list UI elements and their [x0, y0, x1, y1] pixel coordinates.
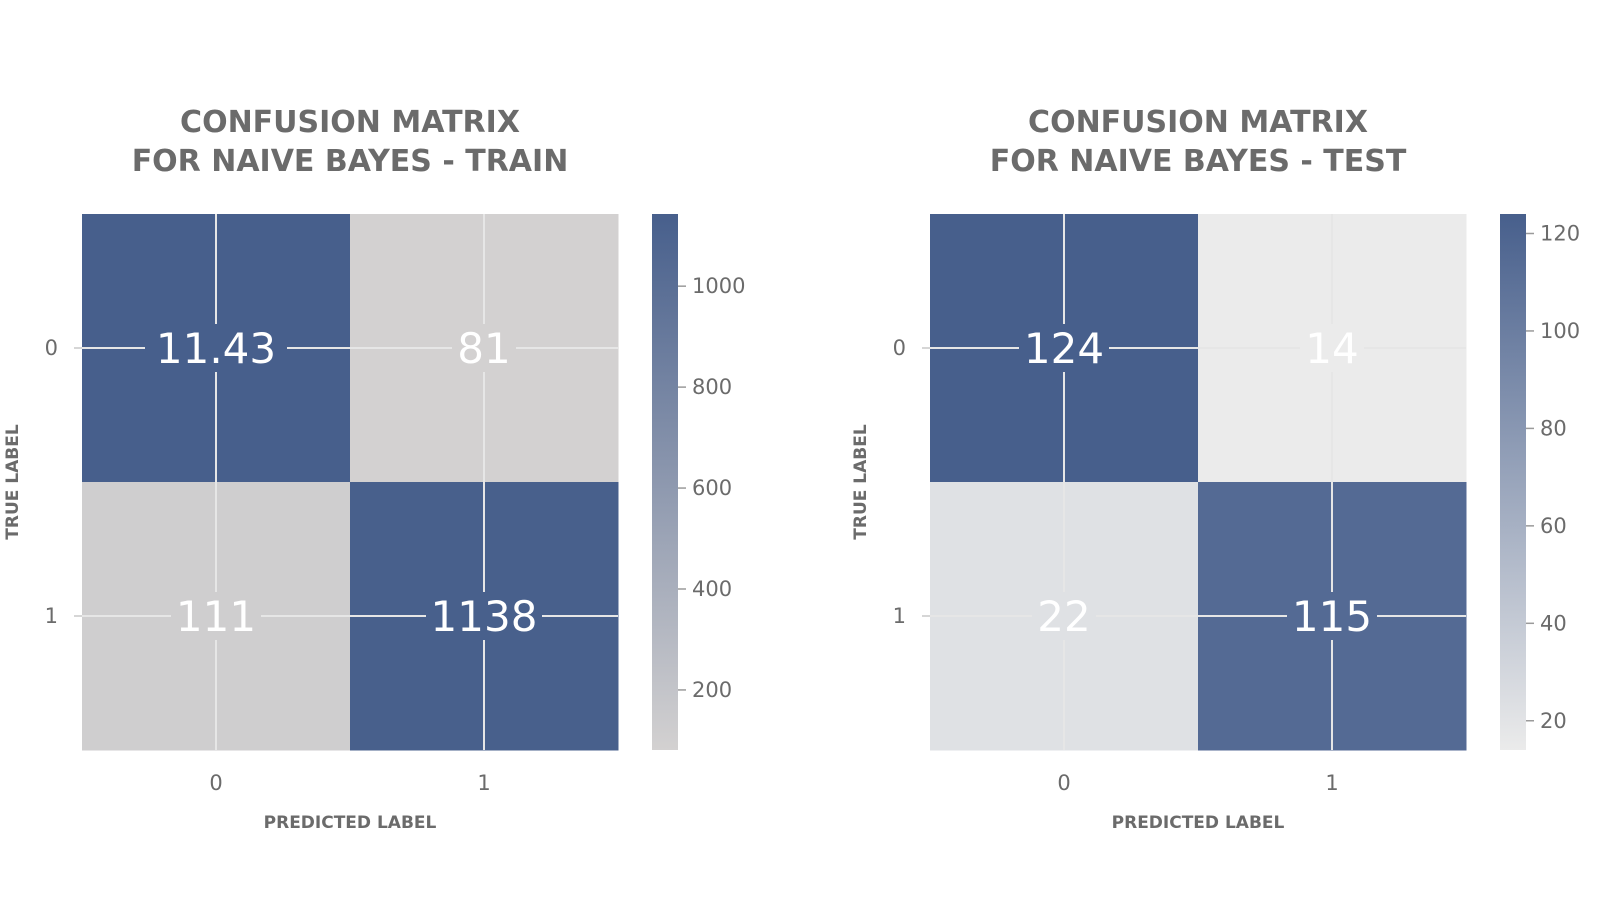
colorbar-tick-label: 400 — [692, 577, 732, 601]
colorbar — [1500, 214, 1526, 750]
colorbar-tick-label: 200 — [692, 678, 732, 702]
chart-title-line: CONFUSION MATRIX — [1028, 105, 1368, 140]
cell-value-label: 22 — [1037, 592, 1090, 641]
cell-label-background — [1300, 324, 1364, 372]
colorbar-tick-label: 40 — [1540, 611, 1567, 635]
chart-title-line: CONFUSION MATRIX — [180, 105, 520, 140]
x-axis-label: PREDICTED LABEL — [264, 813, 437, 833]
y-tick-label: 1 — [893, 604, 906, 628]
y-axis-label: TRUE LABEL — [3, 424, 23, 540]
cell-value-label: 81 — [457, 324, 510, 373]
colorbar-tick-label: 20 — [1540, 709, 1567, 733]
x-tick-label: 1 — [477, 771, 490, 795]
chart-title-line: FOR NAIVE BAYES - TEST — [990, 144, 1407, 179]
chart-title-line: FOR NAIVE BAYES - TRAIN — [132, 144, 569, 179]
colorbar-tick-label: 600 — [692, 476, 732, 500]
y-tick-label: 1 — [45, 604, 58, 628]
cell-label-background — [452, 324, 516, 372]
colorbar-tick-label: 100 — [1540, 319, 1580, 343]
colorbar-tick-label: 1000 — [692, 274, 745, 298]
cell-value-label: 111 — [176, 592, 256, 641]
cell-value-label: 115 — [1292, 592, 1372, 641]
y-tick-label: 0 — [45, 336, 58, 360]
cell-label-background — [145, 324, 287, 372]
x-tick-label: 1 — [1325, 771, 1338, 795]
colorbar — [652, 214, 678, 750]
chart-0: CONFUSION MATRIX FOR NAIVE BAYES - TRAIN 1… — [3, 105, 745, 833]
colorbar-tick-label: 80 — [1540, 416, 1567, 440]
cell-value-label: 11.43 — [156, 324, 276, 373]
cell-label-background — [1032, 592, 1096, 640]
x-tick-label: 0 — [209, 771, 222, 795]
colorbar-tick-label: 60 — [1540, 514, 1567, 538]
cell-label-background — [426, 592, 542, 640]
x-tick-label: 0 — [1057, 771, 1070, 795]
cell-label-background — [1287, 592, 1377, 640]
cell-value-label: 14 — [1305, 324, 1358, 373]
colorbar-tick-label: 120 — [1540, 221, 1580, 245]
x-axis-label: PREDICTED LABEL — [1112, 813, 1285, 833]
cell-label-background — [171, 592, 261, 640]
cell-value-label: 124 — [1024, 324, 1104, 373]
colorbar-tick-label: 800 — [692, 375, 732, 399]
y-axis-label: TRUE LABEL — [851, 424, 871, 540]
cell-label-background — [1019, 324, 1109, 372]
cell-value-label: 1138 — [431, 592, 538, 641]
y-tick-label: 0 — [893, 336, 906, 360]
